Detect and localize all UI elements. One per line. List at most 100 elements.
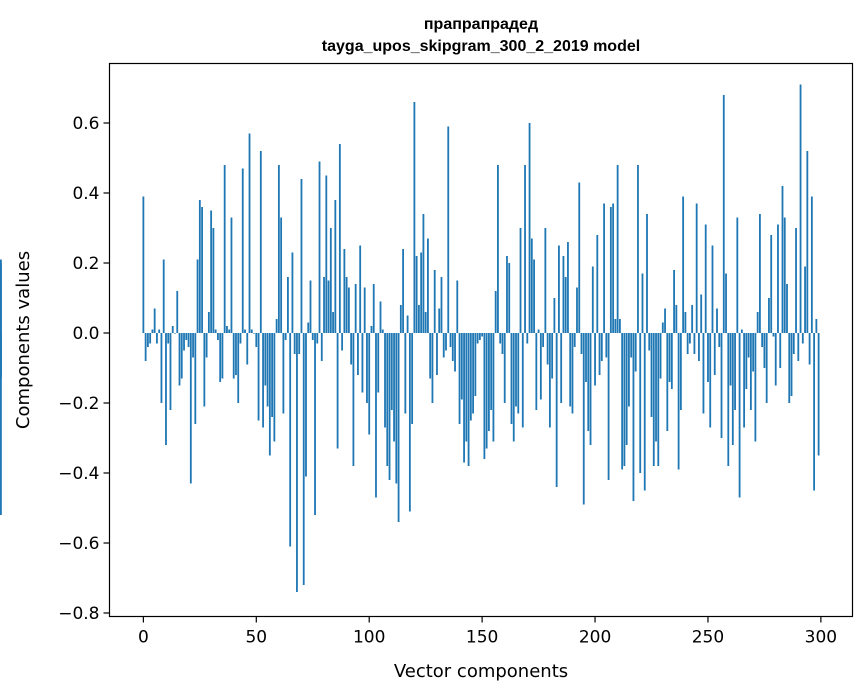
bar-99 bbox=[366, 333, 368, 403]
bar-219 bbox=[637, 165, 639, 333]
bar-136 bbox=[449, 333, 452, 347]
bar-38 bbox=[228, 329, 231, 333]
bar-209 bbox=[614, 319, 617, 333]
bar-251 bbox=[709, 333, 712, 428]
bar-289 bbox=[795, 228, 797, 333]
bar-111 bbox=[393, 333, 395, 442]
bar-163 bbox=[510, 333, 513, 424]
x-axis-label: Vector components bbox=[394, 661, 568, 682]
bar-61 bbox=[280, 217, 283, 333]
bar-176 bbox=[539, 333, 542, 400]
bar-116 bbox=[404, 333, 407, 414]
bar-165 bbox=[515, 333, 517, 407]
bar-101 bbox=[370, 326, 373, 333]
bar-228 bbox=[657, 333, 660, 466]
bar-26 bbox=[201, 207, 203, 333]
bar-154 bbox=[490, 333, 493, 410]
bar-8 bbox=[160, 333, 163, 403]
y-tick-label: 0.6 bbox=[72, 114, 99, 134]
bar-181 bbox=[551, 333, 554, 379]
bar-257 bbox=[722, 95, 725, 333]
bar-273 bbox=[759, 214, 761, 333]
bar-126 bbox=[427, 238, 429, 333]
bar-169 bbox=[524, 165, 526, 333]
bar-268 bbox=[747, 333, 750, 358]
bar-65 bbox=[289, 333, 292, 547]
bar-279 bbox=[772, 333, 775, 337]
y-tick-label: −0.6 bbox=[58, 534, 99, 554]
bar-56 bbox=[268, 333, 271, 456]
bar-212 bbox=[621, 333, 624, 470]
bar-149 bbox=[478, 333, 481, 340]
bar-192 bbox=[576, 287, 578, 333]
bar-202 bbox=[598, 333, 601, 375]
bar-145 bbox=[469, 333, 472, 421]
bar-57 bbox=[271, 333, 274, 417]
bar-188 bbox=[567, 242, 569, 333]
bar-20 bbox=[187, 333, 190, 347]
bar-174 bbox=[535, 333, 538, 410]
bar-69 bbox=[298, 333, 301, 354]
bar-155 bbox=[492, 333, 495, 442]
bar-232 bbox=[666, 333, 669, 431]
bar-35 bbox=[221, 333, 224, 379]
bar-5 bbox=[153, 308, 156, 333]
bar-291 bbox=[799, 84, 802, 333]
bar-85 bbox=[334, 200, 337, 333]
bar-298 bbox=[815, 319, 818, 333]
bar-12 bbox=[169, 333, 172, 410]
bar-40 bbox=[232, 333, 235, 379]
bar-177 bbox=[542, 333, 545, 347]
bar-15 bbox=[176, 291, 179, 333]
bar-205 bbox=[605, 333, 608, 358]
bar-79 bbox=[320, 333, 323, 361]
bar-185 bbox=[560, 333, 563, 403]
bar-39 bbox=[230, 217, 233, 333]
bar-87 bbox=[338, 144, 341, 333]
bar-233 bbox=[668, 333, 671, 382]
bar-47 bbox=[248, 133, 251, 333]
bar-262 bbox=[734, 333, 736, 410]
bar-21 bbox=[189, 333, 192, 484]
bar-110 bbox=[390, 333, 393, 410]
chart-subtitle: tayga_upos_skipgram_300_2_2019 model bbox=[322, 38, 640, 55]
bar-196 bbox=[585, 333, 587, 382]
bar-104 bbox=[377, 333, 380, 393]
bar-213 bbox=[623, 333, 626, 466]
bar-170 bbox=[526, 333, 529, 344]
bar-265 bbox=[740, 329, 743, 333]
bar-45 bbox=[244, 329, 246, 333]
bar-67 bbox=[293, 333, 296, 354]
bar-134 bbox=[445, 333, 447, 351]
bar-238 bbox=[679, 333, 682, 410]
bar-267 bbox=[745, 333, 748, 389]
bar-261 bbox=[731, 333, 734, 445]
bar-159 bbox=[501, 333, 504, 354]
bar-117 bbox=[406, 315, 409, 333]
bar-166 bbox=[517, 333, 520, 414]
bar-36 bbox=[223, 165, 226, 333]
bar-84 bbox=[332, 312, 334, 333]
bar-77 bbox=[316, 333, 319, 344]
bar-186 bbox=[562, 256, 565, 333]
bar-153 bbox=[488, 333, 490, 431]
bar-200 bbox=[594, 333, 596, 386]
bar-270 bbox=[752, 333, 755, 372]
bar-46 bbox=[246, 333, 249, 365]
bar-130 bbox=[436, 333, 438, 375]
bar-193 bbox=[578, 182, 581, 333]
bar-124 bbox=[422, 214, 425, 333]
y-tick-label: 0.4 bbox=[72, 184, 99, 204]
bar-96 bbox=[359, 245, 362, 333]
bar-142 bbox=[463, 333, 465, 463]
bar-171 bbox=[528, 123, 531, 333]
bar-60 bbox=[277, 165, 280, 333]
bar-29 bbox=[207, 312, 210, 333]
bar-237 bbox=[677, 333, 680, 470]
bar-274 bbox=[761, 333, 764, 347]
bar-108 bbox=[386, 333, 389, 466]
bar-173 bbox=[533, 259, 535, 333]
bar-290 bbox=[797, 333, 800, 361]
bar-276 bbox=[765, 333, 768, 403]
bar-33 bbox=[217, 333, 219, 340]
